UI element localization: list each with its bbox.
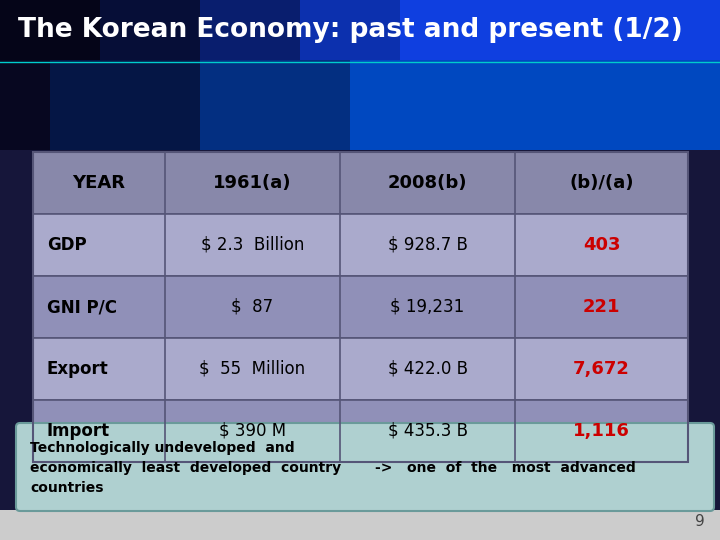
Text: GDP: GDP	[47, 236, 86, 254]
Text: economically  least  developed  country: economically least developed country	[30, 461, 341, 475]
FancyBboxPatch shape	[100, 0, 720, 60]
FancyBboxPatch shape	[33, 338, 688, 400]
Text: GNI P/C: GNI P/C	[47, 298, 117, 316]
Text: $ 2.3  Billion: $ 2.3 Billion	[201, 236, 304, 254]
Text: $  87: $ 87	[231, 298, 274, 316]
Text: (b)/(a): (b)/(a)	[570, 174, 634, 192]
Text: 1,116: 1,116	[573, 422, 630, 440]
FancyBboxPatch shape	[33, 152, 688, 214]
FancyBboxPatch shape	[0, 0, 720, 60]
Text: 221: 221	[582, 298, 620, 316]
FancyBboxPatch shape	[400, 0, 720, 60]
Text: 2008(b): 2008(b)	[388, 174, 467, 192]
FancyBboxPatch shape	[16, 423, 714, 511]
Text: Export: Export	[47, 360, 109, 378]
Text: $ 928.7 B: $ 928.7 B	[387, 236, 467, 254]
Text: $ 390 M: $ 390 M	[219, 422, 286, 440]
Text: $ 19,231: $ 19,231	[390, 298, 464, 316]
Text: ->   one  of  the   most  advanced: -> one of the most advanced	[375, 461, 636, 475]
Text: 403: 403	[582, 236, 620, 254]
Text: Import: Import	[47, 422, 110, 440]
Text: 7,672: 7,672	[573, 360, 630, 378]
FancyBboxPatch shape	[350, 60, 720, 150]
Text: $ 435.3 B: $ 435.3 B	[387, 422, 467, 440]
FancyBboxPatch shape	[0, 60, 720, 150]
Text: Technologically undeveloped  and: Technologically undeveloped and	[30, 441, 294, 455]
Text: countries: countries	[30, 481, 104, 495]
Text: $ 422.0 B: $ 422.0 B	[387, 360, 467, 378]
FancyBboxPatch shape	[300, 0, 720, 60]
Text: The Korean Economy: past and present (1/2): The Korean Economy: past and present (1/…	[18, 17, 683, 43]
FancyBboxPatch shape	[200, 0, 720, 60]
FancyBboxPatch shape	[33, 400, 688, 462]
Text: 9: 9	[696, 515, 705, 530]
Text: $  55  Million: $ 55 Million	[199, 360, 305, 378]
FancyBboxPatch shape	[0, 510, 720, 540]
FancyBboxPatch shape	[50, 60, 720, 150]
Text: 1961(a): 1961(a)	[213, 174, 292, 192]
FancyBboxPatch shape	[200, 60, 720, 150]
FancyBboxPatch shape	[33, 276, 688, 338]
Text: YEAR: YEAR	[73, 174, 125, 192]
FancyBboxPatch shape	[33, 214, 688, 276]
